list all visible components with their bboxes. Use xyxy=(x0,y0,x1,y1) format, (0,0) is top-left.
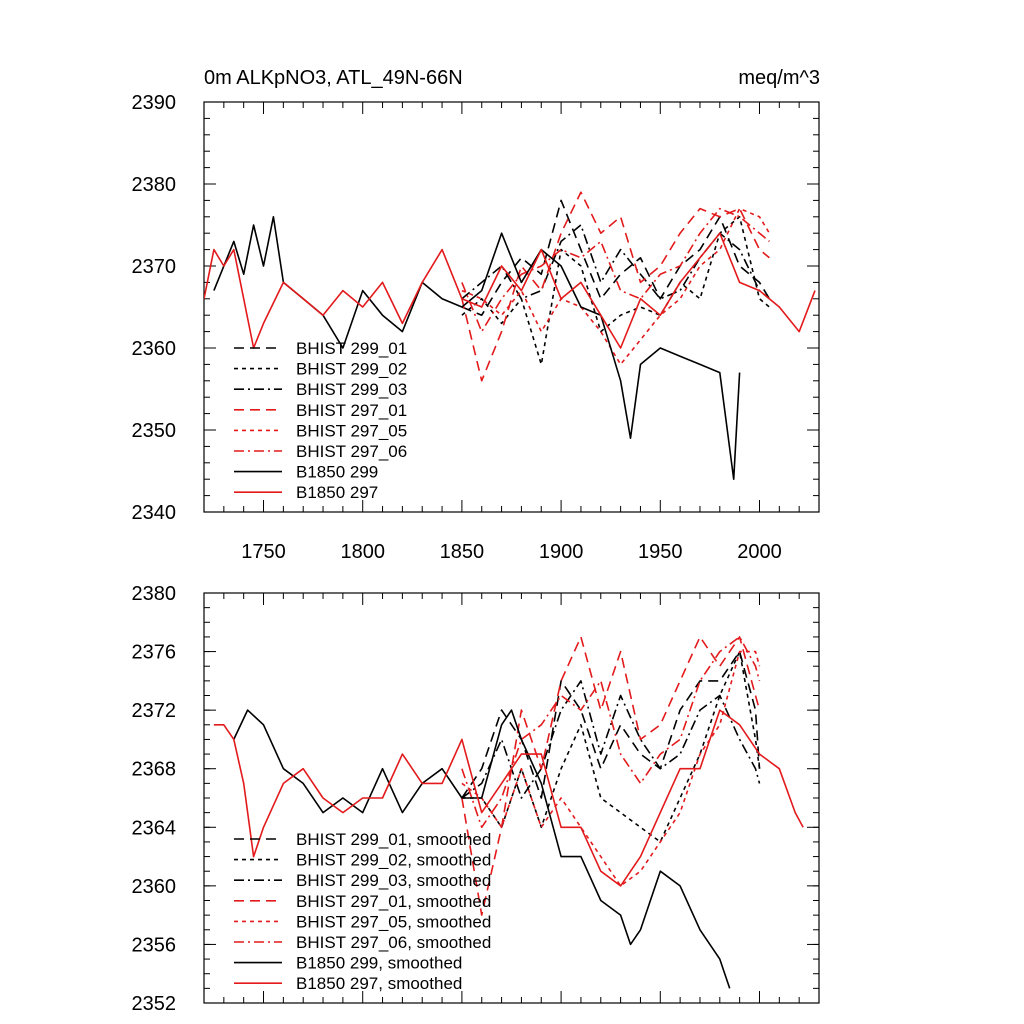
bottom-legend-label: BHIST 297_01, smoothed xyxy=(296,892,491,911)
top-y-tick-label: 2340 xyxy=(132,502,177,524)
bottom-series-line-4 xyxy=(461,636,761,916)
top-series-line-3 xyxy=(461,224,770,300)
top-y-tick-label: 2380 xyxy=(132,174,177,196)
bottom-series-line-5 xyxy=(461,650,761,887)
top-legend-label: BHIST 299_03 xyxy=(296,380,407,399)
top-series-group xyxy=(204,191,816,480)
bottom-y-tick-label: 2352 xyxy=(132,993,177,1015)
top-x-tick-label: 2000 xyxy=(737,541,782,563)
bottom-legend-label: BHIST 299_03, smoothed xyxy=(296,871,491,890)
bottom-y-tick-label: 2380 xyxy=(132,583,177,605)
top-series-line-1 xyxy=(461,199,771,316)
bottom-legend-label: BHIST 299_01, smoothed xyxy=(296,830,491,849)
bottom-y-tick-label: 2376 xyxy=(132,642,177,664)
top-series-line-2 xyxy=(461,216,770,366)
top-legend-label: BHIST 297_06 xyxy=(296,442,407,461)
top-y-tick-label: 2350 xyxy=(132,420,177,442)
bottom-series-line-3 xyxy=(461,680,761,799)
bottom-series-group xyxy=(213,636,804,989)
bottom-y-tick-label: 2356 xyxy=(132,934,177,956)
top-y-tick-label: 2360 xyxy=(132,338,177,360)
top-legend-label: BHIST 297_01 xyxy=(296,401,407,420)
bottom-y-tick-label: 2364 xyxy=(132,817,177,839)
bottom-legend-label: BHIST 299_02, smoothed xyxy=(296,851,491,870)
bottom-legend-label: BHIST 297_06, smoothed xyxy=(296,933,491,952)
bottom-y-tick-label: 2372 xyxy=(132,700,177,722)
top-legend-label: B1850 299 xyxy=(296,463,378,482)
top-x-tick-label: 1750 xyxy=(241,541,286,563)
top-x-tick-label: 1800 xyxy=(340,541,385,563)
top-y-tick-label: 2370 xyxy=(132,256,177,278)
top-series-line-8 xyxy=(204,232,816,349)
bottom-series-line-8 xyxy=(213,709,804,887)
top-chart-title: 0m ALKpNO3, ATL_49N-66N xyxy=(204,67,463,89)
top-legend-label: BHIST 299_02 xyxy=(296,360,407,379)
bottom-legend-label: B1850 299, smoothed xyxy=(296,954,462,973)
top-series-line-4 xyxy=(461,191,770,382)
top-x-tick-label: 1850 xyxy=(440,541,485,563)
bottom-series-line-1 xyxy=(461,650,761,799)
bottom-plot-area: 2352 2356 2360 2364 2368 2372 2376 2380 BHIST 29… xyxy=(132,583,820,1015)
top-plot-area: 1750 1800 1850 1900 1950 2000 2340 2350 2360 2370… xyxy=(132,92,820,563)
bottom-series-line-2 xyxy=(461,650,761,843)
top-x-tick-label: 1950 xyxy=(638,541,683,563)
bottom-y-tick-label: 2360 xyxy=(132,876,177,898)
bottom-series-line-7 xyxy=(233,709,731,989)
top-legend-label: BHIST 299_01 xyxy=(296,339,407,358)
top-series-line-7 xyxy=(213,216,741,480)
bottom-legend-label: BHIST 297_05, smoothed xyxy=(296,912,491,931)
bottom-y-tick-label: 2368 xyxy=(132,759,177,781)
bottom-series-line-6 xyxy=(461,636,761,829)
top-chart-units: meq/m^3 xyxy=(738,67,820,89)
top-series-line-6 xyxy=(461,207,770,333)
top-legend-label: BHIST 297_05 xyxy=(296,421,407,440)
top-y-tick-label: 2390 xyxy=(132,92,177,114)
top-legend-label: B1850 297 xyxy=(296,483,378,502)
top-plot-frame xyxy=(203,101,820,513)
top-x-tick-label: 1900 xyxy=(539,541,584,563)
bottom-legend-label: B1850 297, smoothed xyxy=(296,974,462,993)
